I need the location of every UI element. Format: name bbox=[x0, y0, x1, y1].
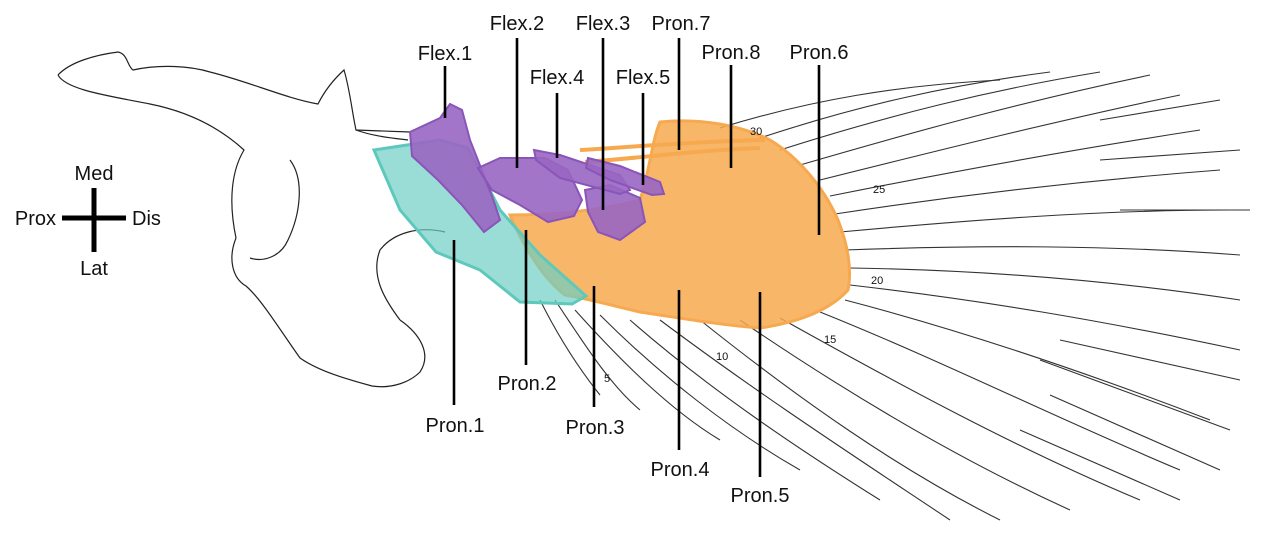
label-flex2: Flex.2 bbox=[490, 13, 544, 35]
ray-number-5: 5 bbox=[604, 373, 610, 385]
orientation-dis-label: Dis bbox=[132, 208, 161, 230]
muscles bbox=[371, 102, 852, 330]
orientation-indicator: Med Prox Dis Lat bbox=[15, 163, 161, 280]
pectoral-girdle-outline bbox=[57, 51, 446, 388]
label-pron4: Pron.4 bbox=[651, 459, 710, 481]
label-pron5: Pron.5 bbox=[731, 485, 790, 507]
orientation-prox-label: Prox bbox=[15, 208, 56, 230]
label-flex4: Flex.4 bbox=[530, 67, 584, 89]
flexor-1 bbox=[408, 102, 502, 234]
ray-number-20: 20 bbox=[871, 275, 883, 287]
label-pron2: Pron.2 bbox=[498, 373, 557, 395]
ray-number-30: 30 bbox=[750, 126, 762, 138]
label-flex3: Flex.3 bbox=[576, 13, 630, 35]
ray-number-10: 10 bbox=[716, 351, 728, 363]
pronator-mass bbox=[507, 119, 852, 330]
orientation-lat-label: Lat bbox=[80, 258, 108, 280]
label-flex1: Flex.1 bbox=[418, 43, 472, 65]
ray-number-15: 15 bbox=[824, 334, 836, 346]
leader-lines bbox=[443, 38, 821, 477]
label-pron6: Pron.6 bbox=[790, 42, 849, 64]
label-pron3: Pron.3 bbox=[566, 417, 625, 439]
label-flex5: Flex.5 bbox=[616, 67, 670, 89]
label-pron8: Pron.8 bbox=[702, 42, 761, 64]
flexor-5 bbox=[584, 156, 666, 197]
label-pron7: Pron.7 bbox=[652, 13, 711, 35]
muscle-labels: Flex.1 Flex.2 Flex.4 Flex.3 Flex.5 Pron.… bbox=[418, 13, 849, 507]
fin-rays bbox=[539, 71, 1250, 521]
flexor-4 bbox=[532, 148, 632, 196]
ray-number-25: 25 bbox=[873, 184, 885, 196]
orientation-med-label: Med bbox=[75, 163, 114, 185]
label-pron1: Pron.1 bbox=[426, 415, 485, 437]
ray-numbers: 5 10 15 20 25 30 bbox=[604, 126, 885, 385]
